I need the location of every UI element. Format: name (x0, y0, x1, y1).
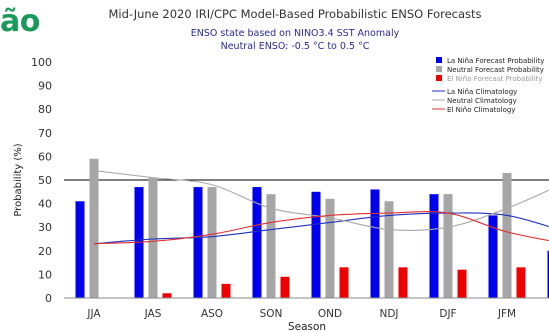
y-tick-label: 40 (38, 198, 52, 211)
bar-el-ni-o-forecast-probability-jfm (516, 267, 526, 298)
y-tick-label: 90 (38, 80, 52, 93)
bar-el-ni-o-forecast-probability-jas (162, 293, 172, 298)
y-tick-label: 80 (38, 103, 52, 116)
y-tick-label: 10 (38, 268, 52, 281)
bar-neutral-forecast-probability-djf (443, 194, 453, 298)
x-tick-label: OND (318, 308, 342, 320)
y-tick-label: 0 (45, 292, 52, 305)
legend-label: La Niña Forecast Probability (447, 57, 544, 65)
bar-el-ni-o-forecast-probability-aso (221, 283, 231, 298)
x-tick-label: SON (260, 308, 283, 320)
bar-neutral-forecast-probability-jfm (502, 172, 512, 298)
y-tick-label: 30 (38, 221, 52, 234)
x-tick-label: DJF (439, 308, 456, 320)
x-tick-label: JAS (144, 308, 162, 320)
legend-swatch (436, 66, 442, 72)
bar-la-ni-a-forecast-probability-jja (75, 201, 85, 298)
page-title-fragment: ão (0, 4, 40, 39)
bar-la-ni-a-forecast-probability-fma (547, 250, 549, 298)
bar-neutral-forecast-probability-jja (89, 158, 99, 298)
x-tick-label: JFM (497, 308, 516, 320)
legend-swatch (436, 57, 442, 63)
bar-la-ni-a-forecast-probability-jfm (488, 215, 498, 298)
bar-el-ni-o-forecast-probability-ond (339, 267, 349, 298)
chart-subtitle-enso-state: ENSO state based on NINO3.4 SST Anomaly (190, 28, 400, 39)
y-tick-label: 60 (38, 150, 52, 163)
chart-title: Mid-June 2020 IRI/CPC Model-Based Probab… (108, 7, 482, 21)
bar-neutral-forecast-probability-ond (325, 198, 335, 298)
x-tick-label: NDJ (379, 308, 398, 320)
bar-neutral-forecast-probability-aso (207, 187, 217, 298)
bar-la-ni-a-forecast-probability-ndj (370, 189, 380, 298)
bar-la-ni-a-forecast-probability-djf (429, 194, 439, 298)
bar-la-ni-a-forecast-probability-aso (193, 187, 203, 298)
bar-el-ni-o-forecast-probability-djf (457, 269, 467, 298)
bar-la-ni-a-forecast-probability-ond (311, 191, 321, 298)
chart-subtitle-neutral-range: Neutral ENSO: -0.5 °C to 0.5 °C (220, 41, 370, 52)
legend-label: El Niño Climatology (447, 106, 515, 114)
bar-neutral-forecast-probability-ndj (384, 201, 394, 298)
legend-label: Neutral Climatology (447, 97, 517, 105)
legend-label: La Niña Climatology (447, 88, 517, 96)
y-tick-label: 70 (38, 127, 52, 140)
line-neutral-climatology (93, 170, 549, 231)
bar-la-ni-a-forecast-probability-son (252, 187, 262, 298)
x-tick-label: ASO (201, 308, 223, 320)
y-tick-label: 50 (38, 174, 52, 187)
legend-swatch (436, 75, 442, 81)
legend-label: El Niño Forecast Probability (447, 75, 543, 83)
y-axis-label: Probability (%) (13, 143, 24, 216)
bar-el-ni-o-forecast-probability-son (280, 276, 290, 298)
line-la-ni-a-climatology (93, 212, 549, 245)
legend-label: Neutral Forecast Probability (447, 66, 544, 74)
y-tick-label: 20 (38, 245, 52, 258)
bar-neutral-forecast-probability-son (266, 194, 276, 298)
line-el-ni-o-climatology (93, 211, 549, 245)
y-tick-label: 100 (31, 56, 52, 69)
bar-el-ni-o-forecast-probability-ndj (398, 267, 408, 298)
bar-neutral-forecast-probability-jas (148, 177, 158, 298)
x-tick-label: JJA (86, 308, 101, 320)
x-axis-label: Season (288, 321, 326, 332)
